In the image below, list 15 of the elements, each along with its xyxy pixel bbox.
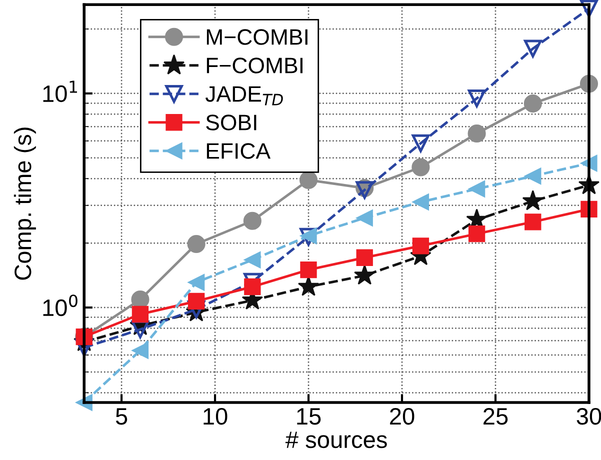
x-tick-label: 10 xyxy=(204,408,228,425)
y-tick-label: 10$^{1}$ xyxy=(43,80,77,102)
x-tick-label: 25 xyxy=(484,408,508,425)
legend-label: JADE$_{TD}$ xyxy=(205,86,283,106)
x-tick-label: 5 xyxy=(116,408,128,425)
legend-label: EFICA xyxy=(206,143,271,159)
x-tick-label: 15 xyxy=(297,408,321,425)
y-tick-label: 10$^{0}$ xyxy=(43,294,78,316)
legend-label: SOBI xyxy=(206,114,256,130)
legend-label: M−COMBI xyxy=(206,29,308,45)
x-tick-label: 30 xyxy=(576,408,601,425)
x-tick-label: 20 xyxy=(390,408,414,425)
y-axis-title: Comp. time (s) xyxy=(14,128,36,280)
x-axis-title: # sources xyxy=(285,432,387,448)
legend-label: F−COMBI xyxy=(206,58,302,74)
